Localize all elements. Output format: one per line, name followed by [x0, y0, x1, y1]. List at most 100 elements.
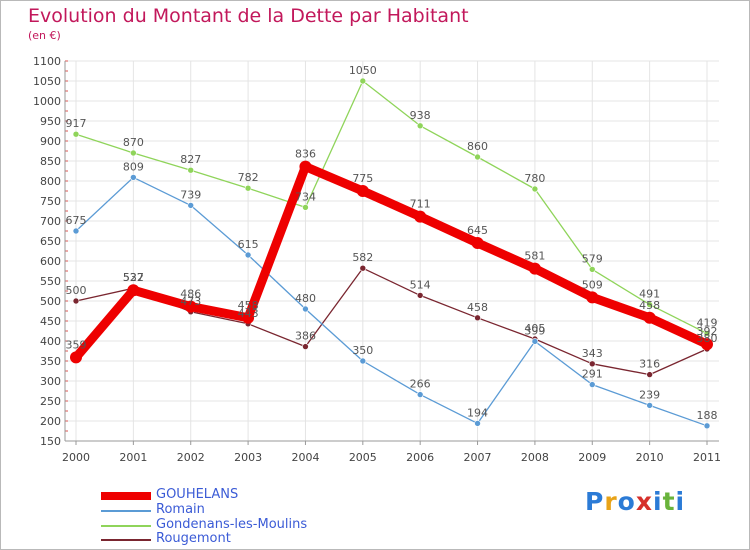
- y-tick-label: 400: [40, 335, 61, 348]
- series-line-romain: [75, 176, 708, 427]
- data-point-romain: [416, 391, 424, 398]
- data-label-gouhelans: 392: [697, 325, 718, 338]
- data-point-romain: [474, 420, 481, 427]
- x-tick-label: 2003: [234, 451, 262, 464]
- data-label-gouhelans: 581: [524, 250, 545, 263]
- y-tick-label: 450: [40, 315, 61, 328]
- data-label-gouhelans: 359: [66, 338, 87, 351]
- data-label-romain: 615: [238, 238, 259, 251]
- y-tick-label: 1100: [33, 55, 61, 68]
- data-label-rougemont: 500: [66, 284, 87, 297]
- data-label-rougemont: 316: [639, 358, 660, 371]
- data-label-rougemont: 380: [697, 332, 718, 345]
- data-point-gouhelans: [242, 311, 255, 324]
- data-label-rougemont: 582: [352, 251, 373, 264]
- data-point-gondenans-les-moulins: [531, 185, 539, 193]
- data-label-gondenans-les-moulins: 917: [66, 117, 87, 130]
- chart-legend: GOUHELANS Romain Gondenans-les-Moulins R…: [101, 485, 421, 547]
- data-point-romain: [359, 357, 367, 365]
- y-tick-label: 800: [40, 175, 61, 188]
- data-label-romain: 188: [697, 409, 718, 422]
- y-tick-label: 600: [40, 255, 61, 268]
- chart-title: Evolution du Montant de la Dette par Hab…: [28, 5, 469, 27]
- y-tick-label: 250: [40, 395, 61, 408]
- data-point-gouhelans: [184, 300, 197, 313]
- legend-label-romain: Romain: [156, 502, 205, 517]
- data-point-gondenans-les-moulins: [187, 166, 195, 174]
- legend-item-gouhelans: GOUHELANS: [101, 487, 421, 503]
- data-point-gondenans-les-moulins: [416, 122, 424, 130]
- plot-area: [65, 61, 719, 441]
- data-point-gondenans-les-moulins: [72, 130, 80, 138]
- data-point-gouhelans: [356, 185, 369, 197]
- data-label-rougemont: 532: [123, 271, 144, 284]
- x-tick-label: 2008: [521, 451, 549, 464]
- x-tick-label: 2005: [349, 451, 377, 464]
- data-label-gondenans-les-moulins: 938: [410, 109, 431, 122]
- legend-label-gouhelans: GOUHELANS: [156, 487, 239, 502]
- y-tick-label: 900: [40, 135, 61, 148]
- legend-swatch-gouhelans: [101, 492, 151, 500]
- data-label-gondenans-les-moulins: 419: [697, 316, 718, 329]
- y-tick-label: 850: [40, 155, 61, 168]
- data-point-gondenans-les-moulins: [703, 330, 711, 337]
- data-point-gouhelans: [471, 237, 484, 249]
- legend-label-gondenans: Gondenans-les-Moulins: [156, 517, 308, 532]
- data-label-rougemont: 405: [524, 322, 545, 335]
- data-point-rougemont: [416, 292, 424, 299]
- x-tick-label: 2002: [177, 451, 205, 464]
- data-label-gouhelans: 836: [295, 148, 316, 161]
- data-point-romain: [130, 174, 137, 181]
- data-label-gouhelans: 527: [123, 271, 144, 284]
- logo-letter: t: [662, 487, 676, 516]
- data-label-romain: 350: [352, 344, 373, 357]
- data-label-gouhelans: 509: [582, 278, 603, 291]
- data-label-gondenans-les-moulins: 579: [582, 252, 603, 265]
- data-point-romain: [244, 251, 252, 259]
- data-point-gouhelans: [299, 160, 312, 173]
- data-point-gouhelans: [127, 284, 140, 297]
- y-tick-label: 650: [40, 235, 61, 248]
- data-point-gondenans-les-moulins: [244, 184, 252, 192]
- data-label-romain: 194: [467, 406, 488, 419]
- x-tick-label: 2001: [119, 451, 147, 464]
- x-tick-label: 2010: [636, 451, 664, 464]
- data-point-romain: [703, 422, 711, 430]
- data-point-gondenans-les-moulins: [302, 204, 309, 211]
- data-point-gondenans-les-moulins: [646, 301, 653, 308]
- data-label-romain: 239: [639, 388, 660, 401]
- data-point-romain: [531, 338, 539, 345]
- y-tick-label: 500: [40, 295, 61, 308]
- legend-swatch-gondenans: [101, 525, 151, 527]
- logo-letter: o: [617, 487, 636, 516]
- x-tick-label: 2007: [464, 451, 492, 464]
- data-label-romain: 399: [524, 324, 545, 337]
- legend-label-rougemont: Rougemont: [156, 531, 231, 546]
- proxiti-logo: Proxiti: [585, 487, 685, 516]
- y-tick-label: 1000: [33, 95, 61, 108]
- data-label-gondenans-les-moulins: 1050: [349, 64, 377, 77]
- data-label-gondenans-les-moulins: 734: [295, 190, 316, 203]
- data-label-romain: 266: [410, 378, 431, 391]
- data-point-romain: [72, 227, 80, 235]
- data-label-romain: 291: [582, 368, 603, 381]
- series-line-gondenans-les-moulins: [75, 80, 708, 335]
- data-point-gouhelans: [586, 291, 599, 304]
- legend-swatch-rougemont: [101, 539, 151, 541]
- data-point-gouhelans: [414, 210, 427, 223]
- data-label-romain: 480: [295, 292, 316, 305]
- data-label-gondenans-les-moulins: 780: [524, 172, 545, 185]
- data-point-gondenans-les-moulins: [359, 77, 367, 85]
- data-label-gondenans-les-moulins: 782: [238, 171, 259, 184]
- data-label-rougemont: 514: [410, 278, 431, 291]
- data-point-rougemont: [646, 371, 653, 378]
- legend-item-gondenans: Gondenans-les-Moulins: [101, 517, 421, 533]
- data-point-gouhelans: [701, 338, 713, 351]
- data-point-rougemont: [588, 360, 596, 368]
- data-label-gouhelans: 458: [639, 299, 660, 312]
- logo-letter: r: [604, 487, 618, 516]
- x-tick-label: 2006: [406, 451, 434, 464]
- legend-item-rougemont: Rougemont: [101, 531, 421, 547]
